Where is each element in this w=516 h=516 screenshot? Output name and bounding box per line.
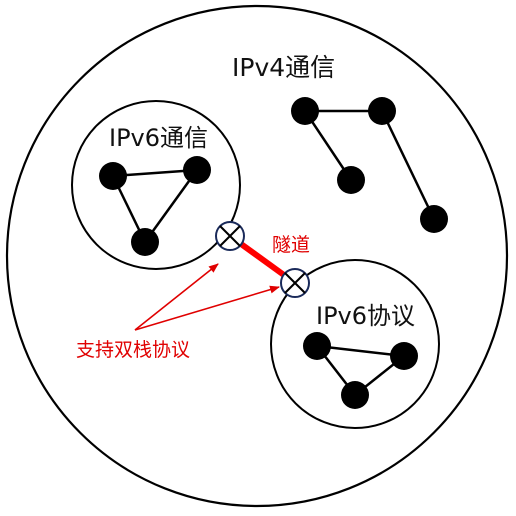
ipv4-node: [368, 97, 396, 125]
ipv6-node: [183, 156, 211, 184]
ipv6-node: [341, 381, 369, 409]
ipv4-nodes: [291, 97, 448, 233]
dual-stack-router-right: [280, 268, 310, 298]
ipv6-node: [303, 332, 331, 360]
ipv4-node: [337, 166, 365, 194]
ipv6-right-domain-circle: [270, 259, 440, 429]
arrow-to-left-router: [134, 263, 219, 331]
ipv6-right-nodes: [303, 332, 418, 409]
dual-stack-router-left: [215, 221, 245, 251]
ipv4-label: IPv4通信: [232, 53, 335, 82]
tunnel-label: 隧道: [272, 234, 310, 256]
dual-stack-arrows: [134, 263, 280, 331]
dual-stack-label: 支持双栈协议: [76, 339, 190, 361]
ipv6-node: [131, 228, 159, 256]
ipv6-left-label: IPv6通信: [109, 124, 208, 152]
ipv4-node: [291, 97, 319, 125]
ipv6-left-nodes: [99, 156, 211, 256]
ipv6-node: [99, 162, 127, 190]
arrow-to-right-router: [134, 285, 280, 331]
ipv4-links: [303, 109, 436, 220]
ipv6-left-domain-circle: [71, 100, 241, 270]
ipv6-node: [390, 342, 418, 370]
ipv6-right-label: IPv6协议: [316, 302, 415, 330]
ipv4-node: [420, 205, 448, 233]
ipv4-domain-circle: [5, 4, 509, 508]
